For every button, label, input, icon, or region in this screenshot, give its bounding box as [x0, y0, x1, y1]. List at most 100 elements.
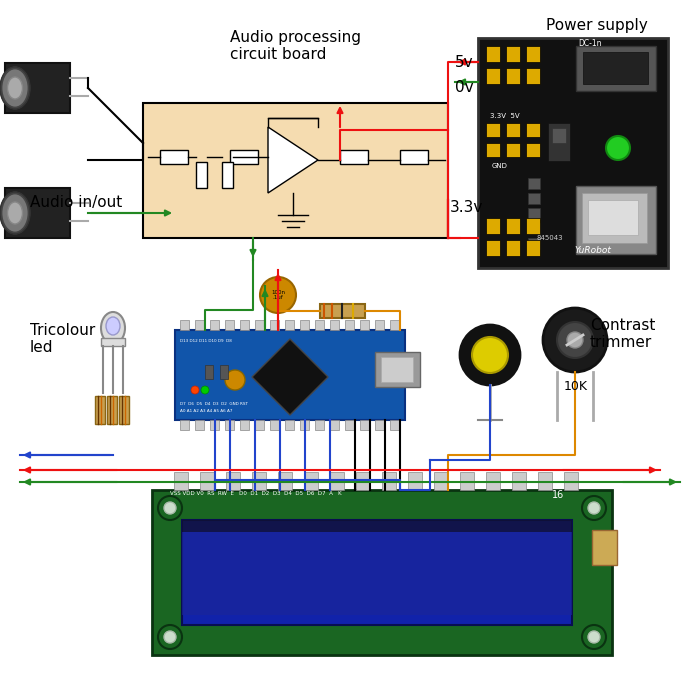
- Bar: [195, 320, 204, 330]
- Bar: [506, 46, 520, 62]
- Bar: [506, 218, 520, 234]
- Text: VSS VDD V0  RS  RW  E   D0  D1  D2  D3  D4  D5  D6  D7  A   K: VSS VDD V0 RS RW E D0 D1 D2 D3 D4 D5 D6 …: [170, 491, 342, 496]
- Bar: [552, 128, 566, 143]
- Bar: [196, 162, 207, 188]
- Bar: [478, 38, 668, 268]
- Bar: [360, 420, 369, 430]
- Bar: [225, 320, 234, 330]
- Bar: [175, 330, 405, 420]
- Bar: [526, 68, 540, 84]
- Bar: [270, 420, 279, 430]
- Bar: [512, 472, 526, 490]
- Text: D7  D6  D5  D4  D3  D2  GND RST: D7 D6 D5 D4 D3 D2 GND RST: [180, 402, 248, 406]
- Bar: [506, 240, 520, 256]
- Text: 0v: 0v: [455, 80, 473, 95]
- Bar: [270, 320, 279, 330]
- Bar: [222, 162, 233, 188]
- Circle shape: [543, 308, 607, 372]
- Bar: [220, 365, 228, 379]
- Bar: [200, 472, 214, 490]
- Bar: [576, 46, 656, 91]
- Text: 3.3V  5V: 3.3V 5V: [490, 113, 519, 119]
- Circle shape: [158, 625, 182, 649]
- Ellipse shape: [8, 202, 23, 224]
- Bar: [210, 320, 219, 330]
- Bar: [360, 320, 369, 330]
- Bar: [538, 472, 552, 490]
- Ellipse shape: [1, 193, 29, 233]
- Circle shape: [164, 631, 176, 643]
- Text: 100n
.1uf: 100n .1uf: [271, 290, 285, 301]
- Text: DC-1n: DC-1n: [578, 39, 602, 48]
- Bar: [528, 223, 540, 234]
- Bar: [255, 420, 264, 430]
- Bar: [180, 320, 189, 330]
- Bar: [588, 200, 638, 235]
- Bar: [152, 490, 612, 655]
- Text: 5v: 5v: [455, 55, 473, 70]
- Bar: [408, 472, 422, 490]
- Ellipse shape: [106, 317, 120, 335]
- Bar: [95, 396, 105, 424]
- Text: 845043: 845043: [536, 235, 563, 241]
- Bar: [526, 46, 540, 62]
- Bar: [528, 178, 540, 189]
- Bar: [278, 472, 292, 490]
- Bar: [582, 193, 647, 243]
- Circle shape: [588, 502, 600, 514]
- Bar: [205, 365, 213, 379]
- Bar: [382, 472, 396, 490]
- Polygon shape: [252, 339, 328, 415]
- Text: GND: GND: [492, 163, 508, 169]
- Bar: [330, 320, 339, 330]
- Polygon shape: [268, 127, 318, 193]
- Bar: [528, 193, 540, 204]
- Bar: [486, 123, 500, 137]
- Text: 3.3v: 3.3v: [450, 200, 484, 215]
- Bar: [526, 143, 540, 157]
- Bar: [320, 304, 365, 318]
- Text: Audio processing
circuit board: Audio processing circuit board: [230, 30, 361, 62]
- Bar: [345, 420, 354, 430]
- Bar: [400, 150, 428, 164]
- Ellipse shape: [8, 77, 23, 99]
- Ellipse shape: [1, 68, 29, 108]
- Bar: [304, 472, 318, 490]
- Circle shape: [472, 337, 508, 373]
- Bar: [486, 240, 500, 256]
- Bar: [182, 532, 572, 615]
- Text: Tricolour
led: Tricolour led: [30, 323, 95, 355]
- Bar: [526, 123, 540, 137]
- Bar: [101, 338, 125, 346]
- Bar: [486, 143, 500, 157]
- Bar: [300, 320, 309, 330]
- Bar: [240, 420, 249, 430]
- Bar: [315, 420, 324, 430]
- Bar: [119, 396, 129, 424]
- Bar: [375, 420, 384, 430]
- Bar: [506, 143, 520, 157]
- Circle shape: [158, 496, 182, 520]
- Bar: [210, 420, 219, 430]
- Text: D13 D12 D11 D10 D9  D8: D13 D12 D11 D10 D9 D8: [180, 339, 232, 343]
- Text: A0 A1 A2 A3 A4 A5 A6 A7: A0 A1 A2 A3 A4 A5 A6 A7: [180, 409, 233, 413]
- Circle shape: [260, 277, 296, 313]
- Ellipse shape: [101, 312, 125, 344]
- Circle shape: [588, 631, 600, 643]
- Bar: [230, 150, 258, 164]
- Bar: [486, 218, 500, 234]
- Bar: [486, 472, 500, 490]
- Bar: [226, 472, 240, 490]
- Circle shape: [582, 496, 606, 520]
- Bar: [381, 357, 413, 382]
- Bar: [225, 420, 234, 430]
- Text: 16: 16: [552, 490, 565, 500]
- Bar: [528, 208, 540, 219]
- Bar: [564, 472, 578, 490]
- Bar: [528, 238, 540, 249]
- Bar: [340, 150, 368, 164]
- Circle shape: [582, 625, 606, 649]
- Bar: [300, 420, 309, 430]
- Circle shape: [460, 325, 520, 385]
- Circle shape: [164, 502, 176, 514]
